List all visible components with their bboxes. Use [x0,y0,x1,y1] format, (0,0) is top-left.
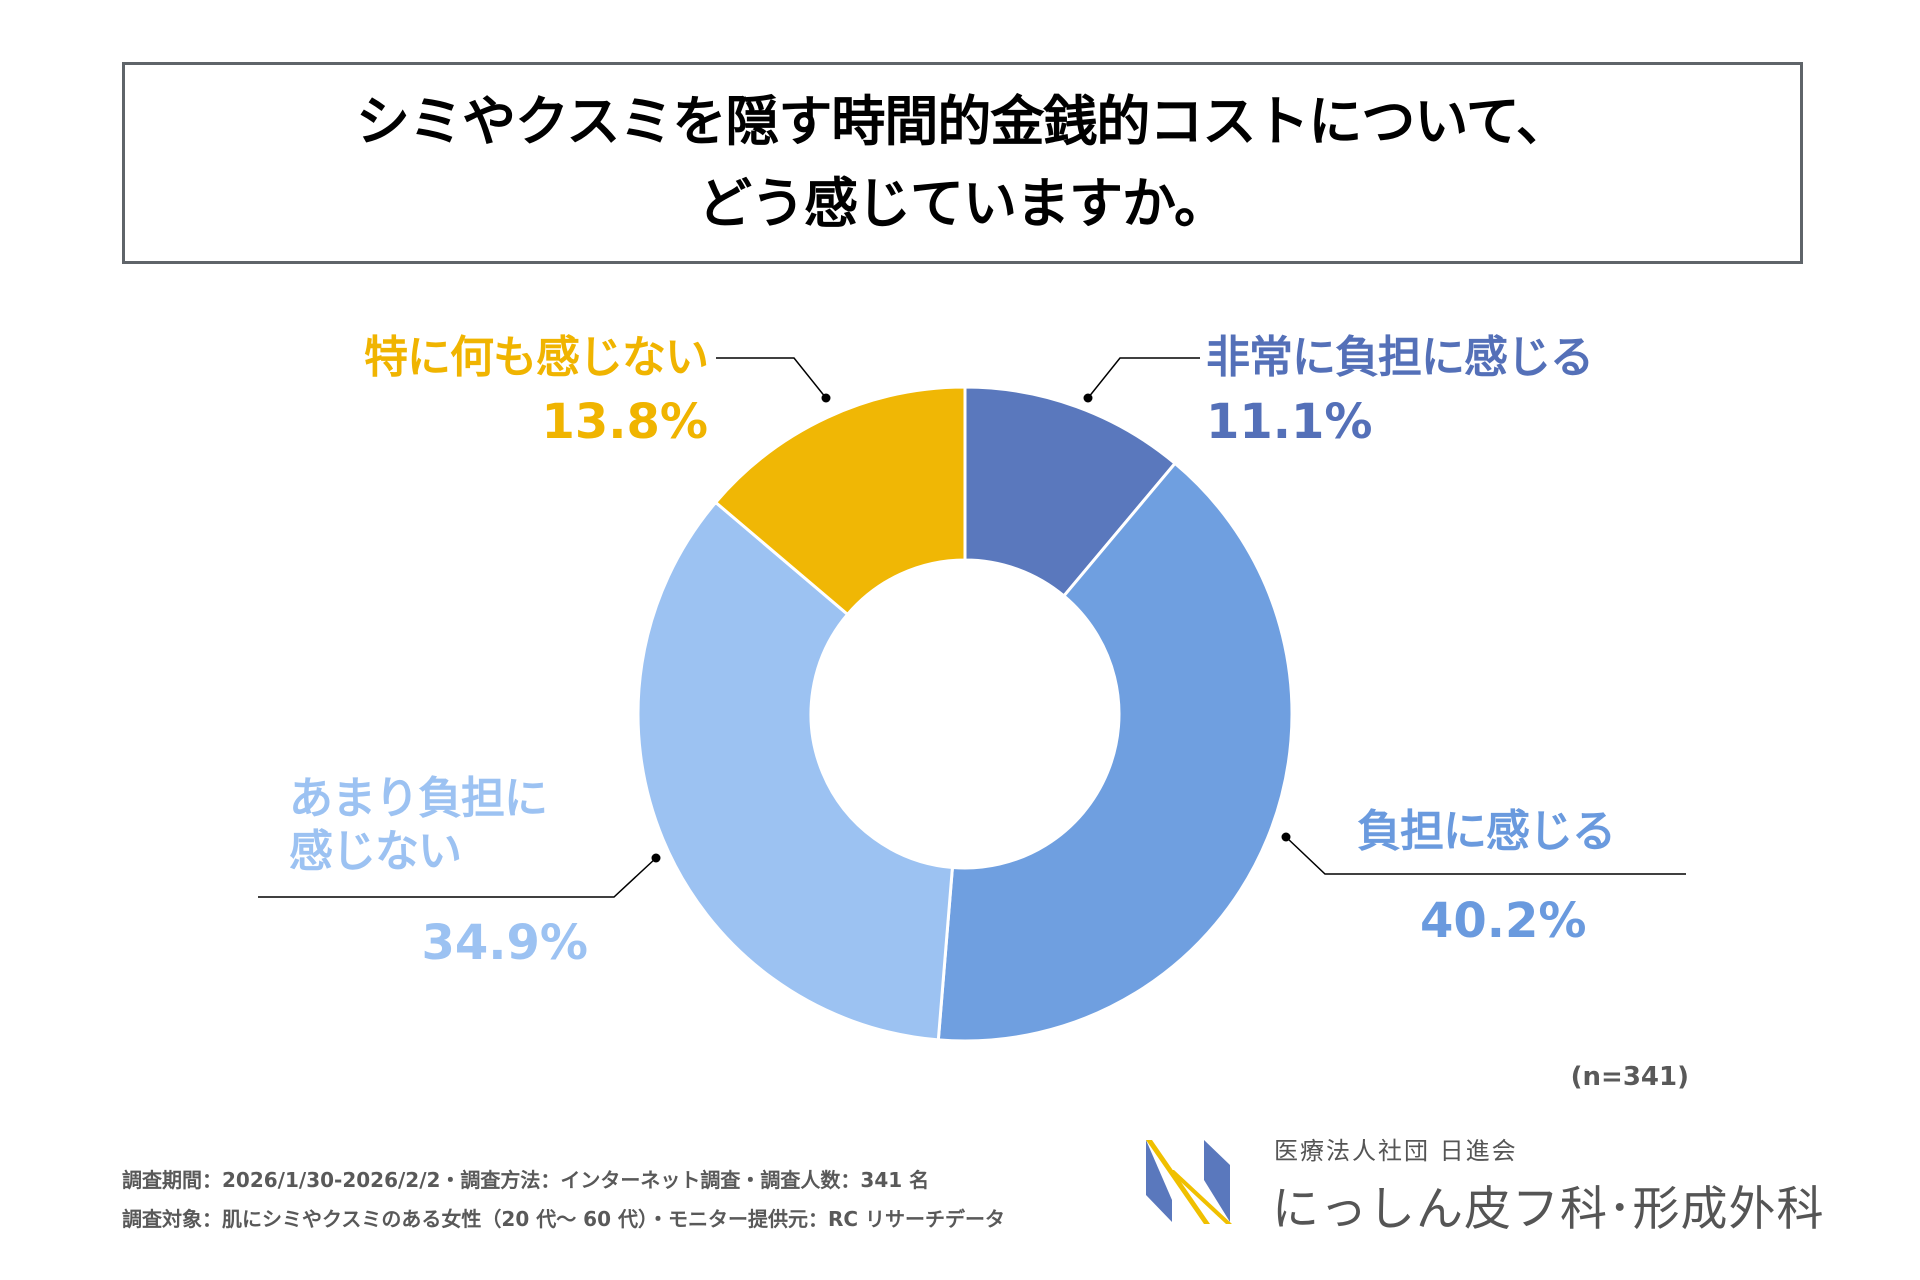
leader-line-very-burden [1087,357,1200,399]
sample-size: (n=341) [1570,1062,1689,1092]
slice-very-burden [963,385,1178,599]
slice-burden [936,461,1294,1043]
leader-dot-very-burden [1083,393,1093,403]
label-not-much-line-2: 感じない [289,826,462,877]
slice-nothing [713,385,967,617]
label-burden: 負担に感じる [1357,806,1616,857]
logo-clinic-name: にっしん皮フ科･形成外科 [1272,1182,1825,1237]
value-nothing: 13.8% [541,394,708,450]
leader-dot-nothing [821,393,831,403]
label-nothing: 特に何も感じない [364,332,709,383]
title-line-2: どう感じていますか。 [698,172,1228,235]
leader-line-not-much [258,857,657,898]
label-very-burden: 非常に負担に感じる [1206,332,1594,383]
leader-line-burden [1285,836,1686,875]
leader-dot-not-much [651,853,661,863]
leader-dot-burden [1281,832,1291,842]
value-very-burden: 11.1% [1206,394,1373,450]
value-not-much: 34.9% [421,915,588,971]
title-line-1: シミやクスミを隠す時間的金銭的コストについて、 [355,90,1570,153]
footer-survey-target: 調査対象：肌にシミやクスミのある女性（20 代～ 60 代）・モニター提供元：R… [122,1207,1005,1231]
slice-not-much [636,500,955,1042]
leader-line-nothing [716,357,827,399]
footer-survey-info: 調査期間：2026/1/30-2026/2/2・調査方法：インターネット調査・調… [122,1168,930,1192]
label-not-much-line-1: あまり負担に [289,773,548,824]
value-burden: 40.2% [1420,893,1587,949]
title-box: シミやクスミを隠す時間的金銭的コストについて、 どう感じていますか。 [122,62,1803,264]
logo-org-name: 医療法人社団 日進会 [1274,1137,1518,1165]
